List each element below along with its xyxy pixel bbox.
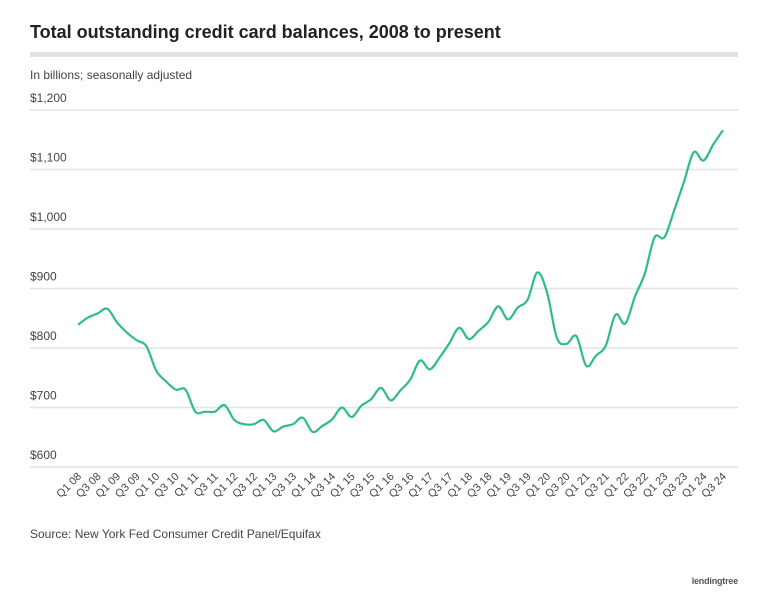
y-tick-label: $700: [30, 389, 57, 403]
chart-subtitle: In billions; seasonally adjusted: [30, 68, 193, 82]
y-tick-label: $800: [30, 329, 57, 343]
balance-series-line: [77, 129, 724, 434]
source-note: Source: New York Fed Consumer Credit Pan…: [30, 527, 321, 541]
y-tick-label: $1,200: [30, 91, 67, 105]
chart-title: Total outstanding credit card balances, …: [30, 22, 501, 42]
y-tick-label: $600: [30, 448, 57, 462]
title-divider: [30, 52, 738, 57]
y-tick-label: $1,000: [30, 210, 67, 224]
y-tick-label: $1,100: [30, 151, 67, 165]
y-tick-label: $900: [30, 270, 57, 284]
lendingtree-logo: lendingtree: [691, 576, 739, 586]
